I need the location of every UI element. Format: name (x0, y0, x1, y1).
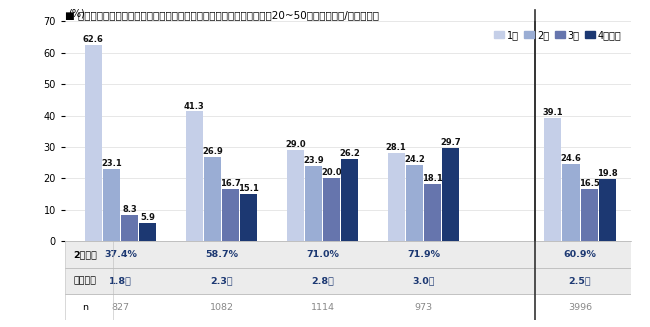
Text: 28.1: 28.1 (386, 143, 407, 152)
Text: 5.9: 5.9 (140, 213, 155, 222)
Text: 62.6: 62.6 (83, 35, 104, 43)
Text: 平均回数: 平均回数 (73, 276, 97, 285)
Text: 19.8: 19.8 (597, 169, 618, 178)
Bar (121, 215, 138, 241)
Bar (287, 150, 304, 241)
Text: 2.8回: 2.8回 (311, 276, 334, 285)
Bar (186, 112, 203, 241)
Bar (406, 165, 423, 241)
Bar (240, 194, 257, 241)
Text: 1.8回: 1.8回 (109, 276, 132, 285)
Text: 29.7: 29.7 (441, 138, 461, 147)
Bar (204, 157, 221, 241)
Text: 71.9%: 71.9% (407, 250, 440, 259)
Text: 2.3回: 2.3回 (210, 276, 233, 285)
Bar (84, 44, 102, 241)
Text: 37.4%: 37.4% (104, 250, 137, 259)
Text: 20.0: 20.0 (321, 168, 342, 178)
Bar (599, 179, 616, 241)
Text: 18.1: 18.1 (422, 174, 443, 183)
Text: 8.3: 8.3 (122, 205, 137, 214)
Bar (341, 159, 358, 241)
Bar (580, 189, 598, 241)
Bar (323, 179, 340, 241)
Text: 23.1: 23.1 (101, 159, 122, 168)
Text: 71.0%: 71.0% (306, 250, 339, 259)
Text: 24.2: 24.2 (404, 155, 425, 164)
Text: 39.1: 39.1 (543, 109, 563, 117)
Text: 2回以上: 2回以上 (73, 250, 97, 259)
Bar (65, 268, 630, 294)
Text: n: n (82, 303, 88, 312)
Text: 16.5: 16.5 (578, 180, 599, 188)
Text: 29.0: 29.0 (285, 140, 306, 149)
Text: 1082: 1082 (209, 303, 233, 312)
Text: 41.3: 41.3 (184, 101, 205, 111)
Text: 3.0回: 3.0回 (412, 276, 435, 285)
Text: 58.7%: 58.7% (205, 250, 238, 259)
Bar (222, 189, 239, 241)
Text: 2.5回: 2.5回 (569, 276, 592, 285)
Text: 1114: 1114 (311, 303, 335, 312)
Text: 3996: 3996 (568, 303, 592, 312)
Text: 26.9: 26.9 (202, 147, 223, 156)
Text: ■ 転職経験者の転職回数について（転職前・現在「正社員・正職員」の20~50代転職経験者/実数回答）: ■ 転職経験者の転職回数について（転職前・現在「正社員・正職員」の20~50代転… (65, 10, 379, 21)
Bar (544, 118, 562, 241)
Bar (139, 223, 157, 241)
Bar (65, 294, 630, 320)
Text: 23.9: 23.9 (303, 156, 324, 165)
Text: 827: 827 (112, 303, 129, 312)
Bar (562, 164, 580, 241)
Bar (442, 148, 460, 241)
Bar (305, 166, 322, 241)
Text: (%): (%) (68, 8, 84, 18)
Text: 15.1: 15.1 (239, 184, 259, 193)
Text: 26.2: 26.2 (339, 149, 360, 158)
Bar (387, 153, 405, 241)
Bar (103, 169, 120, 241)
Text: 973: 973 (415, 303, 432, 312)
Text: 24.6: 24.6 (560, 154, 581, 163)
Legend: 1回, 2回, 3回, 4回以上: 1回, 2回, 3回, 4回以上 (490, 26, 626, 44)
Bar (65, 241, 630, 268)
Bar (424, 184, 441, 241)
Text: 60.9%: 60.9% (564, 250, 597, 259)
Text: 16.7: 16.7 (220, 179, 241, 188)
